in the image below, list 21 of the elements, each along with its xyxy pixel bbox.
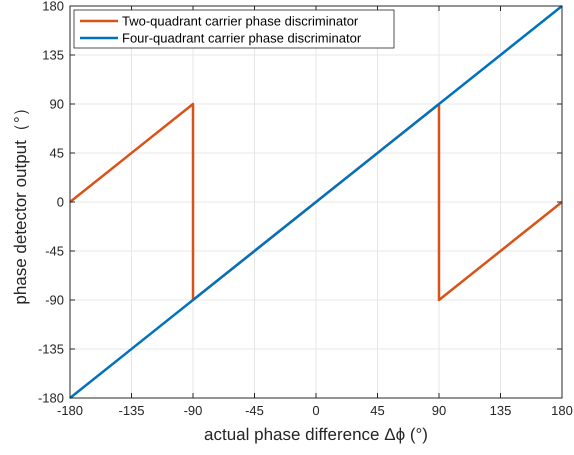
- x-tick-label: -90: [184, 403, 202, 418]
- y-axis-title: phase detector output（°）: [11, 99, 30, 305]
- y-tick-label: 0: [56, 194, 64, 210]
- y-tick-label: -180: [38, 390, 64, 406]
- y-tick-label: -90: [45, 292, 64, 308]
- y-tick-label: -135: [38, 342, 64, 356]
- x-axis-title: actual phase difference Δϕ (°): [204, 425, 428, 444]
- x-tick-label: 45: [370, 403, 385, 418]
- y-tick-label: 90: [50, 96, 64, 112]
- y-tick-label: 135: [42, 48, 64, 62]
- x-tick-label: -135: [118, 403, 145, 418]
- x-tick-label: 90: [432, 403, 446, 418]
- x-tick-label: -45: [245, 403, 264, 418]
- y-tick-label: -45: [45, 244, 64, 258]
- x-tick-label: 180: [551, 403, 573, 418]
- x-tick-label: 0: [312, 403, 320, 418]
- legend-label: Two-quadrant carrier phase discriminator: [122, 14, 359, 28]
- x-tick-label: 135: [490, 403, 512, 418]
- y-tick-label: 45: [50, 146, 64, 160]
- legend-label: Four-quadrant carrier phase discriminator: [122, 30, 362, 46]
- y-tick-label: 180: [42, 0, 64, 14]
